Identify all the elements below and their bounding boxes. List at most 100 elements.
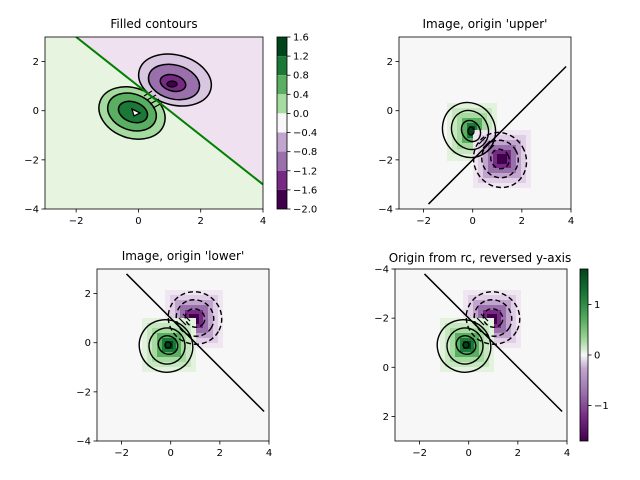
x-tick-label: −2 [114,448,129,459]
cbar-tick-label: 0 [594,351,600,362]
colorbar-image [579,268,589,442]
zero-segment [182,313,191,322]
x-tick-label: 0 [470,216,476,227]
contour-line [167,291,223,345]
diagonal-line [423,273,563,413]
colorbar-ticks: 1 0 −1 [588,300,609,412]
cbar-frame [276,36,288,210]
axis-ticks: −2 0 2 4 −4 −2 0 2 [76,289,272,459]
colorbar-contours [276,36,288,210]
contour-lines-green [436,319,492,373]
cbar-band [277,151,287,171]
contour-fill [166,80,178,88]
diagonal-line [125,273,265,413]
contour-line [462,341,470,349]
cbar-band [277,113,287,133]
contour-lines-purple [472,131,528,189]
y-tick-label: −2 [374,314,389,325]
contour-line [184,308,206,328]
heat-cell [463,341,471,349]
cbar-band [277,94,287,114]
heat-cell [165,341,173,349]
y-tick-label: −4 [374,265,389,276]
panel-image-lower [97,269,269,441]
y-tick-label: 0 [383,363,389,374]
contour-line [138,319,194,373]
axes-frame [394,268,568,442]
panel-title: Image, origin 'upper' [423,17,548,31]
cbar-tick-label: 0.4 [293,90,309,101]
x-tick-label: 4 [260,216,266,227]
x-tick-label: −2 [412,448,427,459]
contour-purple-blob [137,53,213,107]
cbar-tick-label: −0.4 [293,128,317,139]
x-tick-label: 0 [466,448,472,459]
x-tick-label: 2 [519,216,525,227]
cbar-band [277,56,287,76]
cbar-band [277,189,287,209]
panel-title: Origin from rc, reversed y-axis [389,251,572,265]
x-tick-label: 2 [217,448,223,459]
contour-line [460,119,482,143]
cbar-tick-label: 1.2 [293,52,309,63]
contour-line [455,335,477,355]
contour-line [490,148,510,170]
x-tick-label: 0 [168,448,174,459]
axis-ticks: −2 0 2 4 −4 −2 0 2 [374,265,570,460]
cbar-tick-label: 0.0 [293,109,309,120]
heat-cell [497,154,507,164]
contour-lines-green [138,319,194,373]
x-tick-label: −2 [416,216,431,227]
contour-lines-green [441,101,497,159]
cbar-band [277,37,287,57]
cbar-tick-label: −2.0 [293,205,317,216]
contour-line [148,327,186,365]
cbar-gradient [580,269,588,441]
contour-line [450,109,490,151]
cbar-tick-label: −1.2 [293,166,317,177]
zero-segment [478,136,487,145]
contour-peak [130,107,142,117]
diagonal-line [427,65,567,205]
y-tick-label: −2 [378,155,393,166]
cbar-tick-label: 0.8 [293,71,309,82]
x-tick-label: −2 [69,216,84,227]
y-tick-label: 2 [85,289,91,300]
y-tick-label: 2 [387,57,393,68]
contour-line [472,131,528,189]
contour-green-blob [98,86,166,140]
zero-segment [178,317,187,326]
cbar-tick-label: −0.8 [293,147,317,158]
zero-segment [149,98,160,105]
cbar-tick-label: −1.6 [293,185,317,196]
y-tick-label: 2 [33,57,39,68]
axis-ticks: −2 0 2 4 −4 −2 0 2 [378,57,574,227]
y-tick-label: −4 [24,205,39,216]
axes-frame [44,36,264,210]
cbar-tick-label: −1 [594,401,609,412]
zero-segment [486,144,495,153]
panel-image-upper [399,37,571,209]
contour-line [465,291,521,345]
panel-title: Filled contours [110,17,197,31]
colorbar-ticks: 1.6 1.2 0.8 0.4 0.0 −0.4 −0.8 −1.2 −1.6 −2.0 [287,33,317,216]
y-tick-label: −2 [24,155,39,166]
zero-segment [480,313,489,322]
contour-line [446,327,484,365]
y-tick-label: −2 [76,387,91,398]
zero-contour-segments [478,136,495,153]
heat-cell [469,126,475,134]
y-tick-label: 2 [383,412,389,423]
axes-frame [96,268,270,442]
contour-line [482,308,504,328]
contour-line [164,341,172,349]
x-tick-label: 4 [266,448,272,459]
diagonal-line [75,37,263,186]
cbar-band [277,132,287,152]
cbar-band [277,170,287,190]
panel-reversed-y [395,269,567,441]
axes-frame [398,36,572,210]
x-tick-label: 4 [564,448,570,459]
cbar-band [277,75,287,95]
